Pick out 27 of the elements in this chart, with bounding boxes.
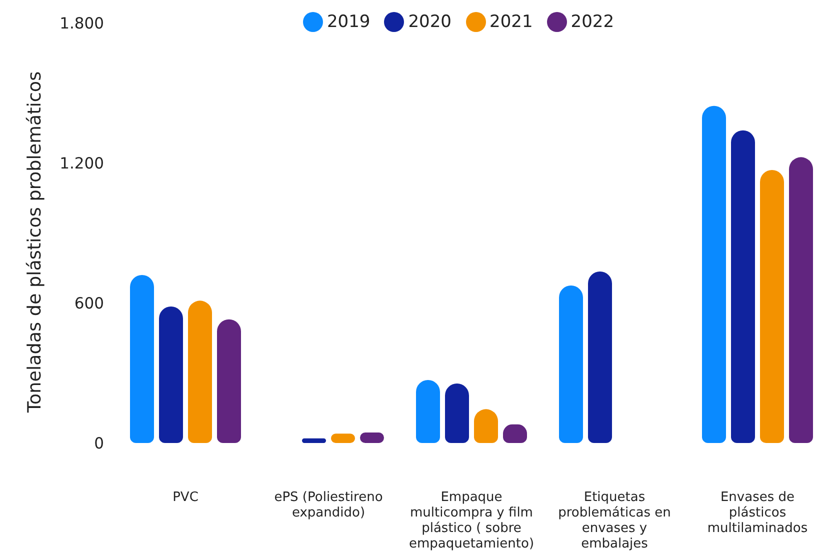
bar [789,157,813,443]
bar [159,306,183,443]
bar [760,170,784,443]
legend-label: 2020 [408,12,452,32]
bar [416,380,440,443]
legend-label: 2021 [490,12,533,32]
bar [731,130,755,443]
bar [188,300,212,443]
y-tick-label: 600 [74,294,104,313]
x-tick-label: Empaque multicompra y film plástico ( sobre empaquetamiento) [408,490,534,552]
x-tick-label: Envases de plásticos multilaminados [707,490,808,536]
bar [702,106,726,443]
bar [559,286,583,443]
y-tick-label: 1.200 [60,154,104,173]
bar [130,275,154,443]
bar [302,438,326,443]
y-axis-title: Toneladas de plásticos problemáticos [24,71,46,414]
legend-label: 2022 [570,12,614,32]
bar [217,319,241,443]
x-tick-label: PVC [172,490,198,505]
bar [588,272,612,443]
x-tick-label: ePS (Poliestireno expandido) [274,490,383,520]
y-tick-label: 0 [94,434,104,453]
y-tick-label: 1.800 [60,14,104,33]
x-tick-label: Etiquetas problemáticas en envases y embalajes [558,490,671,552]
bar [445,384,469,443]
legend-label: 2019 [326,12,370,32]
